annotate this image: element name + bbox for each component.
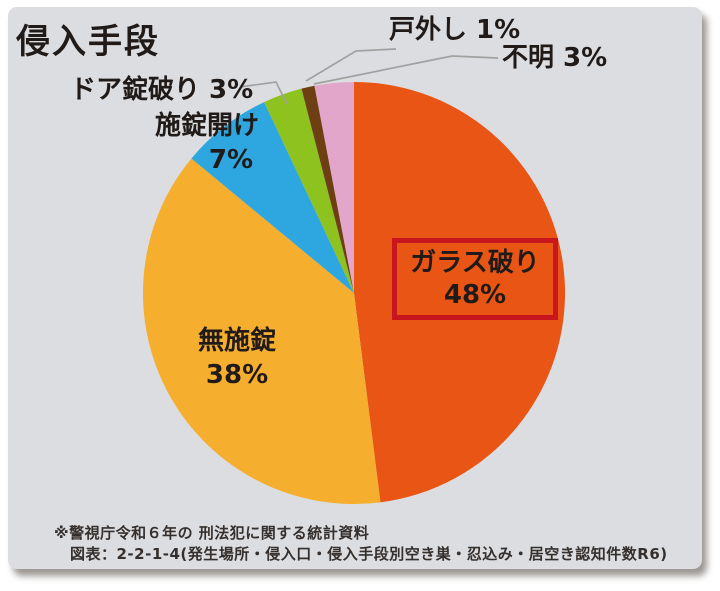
leader-line-unknown [313, 55, 499, 85]
pie-slice-picking [191, 102, 354, 293]
leader-line-removal [305, 48, 397, 82]
slice-label-glass-name: ガラス破り [410, 247, 540, 278]
slice-label-picking-pct: 7% [208, 145, 254, 175]
slice-label-removal: 戸外し 1% [389, 15, 521, 45]
slice-label-unlocked-pct: 38% [205, 360, 269, 390]
pie-slice-door [264, 88, 354, 293]
slice-label-glass-pct: 48% [443, 280, 507, 310]
slice-label-unlocked-name: 無施錠 [197, 326, 277, 356]
glass-highlight-box: ガラス破り 48% [392, 238, 558, 320]
footnote-line1: ※警視庁令和６年の 刑法犯に関する統計資料 [54, 524, 370, 542]
pie-slice-unknown [314, 82, 354, 293]
leader-line-door [239, 81, 288, 105]
pie-slice-unlocked [142, 158, 381, 505]
slice-label-unknown: 不明 3% [502, 43, 608, 73]
footnote-line2: 図表：2-2-1-4(発生場所・侵入口・侵入手段別空き巣・忍込み・居空き認知件数… [70, 545, 668, 563]
slice-label-door: ドア錠破り 3% [70, 75, 254, 105]
pie-slice-removal [301, 85, 354, 294]
chart-title: 侵入手段 [16, 22, 160, 62]
pie-slice-glass [354, 81, 566, 503]
slice-label-picking-name: 施錠開け [154, 111, 260, 141]
